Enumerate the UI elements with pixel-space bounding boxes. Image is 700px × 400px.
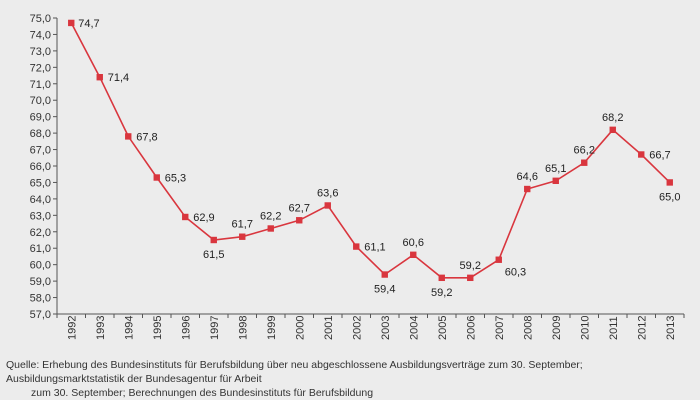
y-tick-label: 62,0: [30, 227, 51, 239]
data-label: 74,7: [78, 18, 99, 30]
data-label: 64,6: [517, 171, 538, 183]
source-note: Quelle: Erhebung des Bundesinstituts für…: [6, 358, 696, 400]
y-tick-label: 66,0: [30, 161, 51, 173]
data-label: 60,3: [505, 267, 526, 279]
data-points: [68, 19, 673, 282]
data-label: 63,6: [317, 187, 338, 199]
x-tick-label: 2000: [294, 316, 306, 340]
x-tick-label: 1995: [152, 316, 164, 340]
x-tick-label: 2008: [522, 316, 534, 340]
data-point: [125, 133, 132, 140]
x-tick-label: 2011: [608, 316, 620, 340]
x-tick-label: 2009: [551, 316, 563, 340]
x-tick-label: 2003: [380, 316, 392, 340]
data-labels: 74,7 71,4 67,8 65,3 62,9 61,5 61,7 62,2 62,7 63,6…: [78, 18, 680, 299]
data-point: [210, 236, 217, 244]
data-label: 68,2: [602, 112, 623, 124]
data-point: [666, 179, 673, 186]
x-tick-label: 1999: [266, 316, 278, 340]
x-tick-label: 1994: [123, 316, 135, 340]
x-tick-label: 2012: [636, 316, 648, 340]
y-tick-label: 72,0: [30, 62, 51, 74]
data-point: [524, 185, 531, 193]
data-label: 59,2: [460, 260, 481, 272]
x-tick-label: 2002: [351, 316, 363, 340]
series-line: [70, 22, 671, 279]
x-tick-label: 2010: [579, 316, 591, 340]
data-point: [495, 256, 502, 263]
x-tick-label: 1997: [209, 316, 221, 340]
data-point: [182, 213, 189, 221]
y-tick-label: 69,0: [30, 112, 51, 124]
data-point: [381, 271, 388, 278]
y-axis-ticks: 57,0 58,0 59,0 60,0 61,0 62,0 63,0 64,0 65,0 66,0…: [30, 13, 57, 321]
data-point: [239, 233, 246, 240]
data-point: [296, 217, 303, 224]
y-tick-label: 65,0: [30, 177, 51, 189]
data-label: 61,7: [232, 219, 253, 231]
data-point: [438, 274, 445, 282]
y-tick-label: 74,0: [30, 29, 51, 41]
data-label: 62,7: [289, 202, 310, 214]
y-tick-label: 59,0: [30, 276, 51, 288]
data-point: [324, 202, 331, 209]
x-tick-label: 1992: [66, 316, 78, 340]
data-label: 62,2: [260, 210, 281, 222]
data-label: 61,1: [364, 242, 385, 254]
x-tick-label: 2007: [494, 316, 506, 340]
data-point: [353, 243, 360, 250]
y-tick-label: 71,0: [30, 79, 51, 91]
x-tick-label: 2005: [437, 316, 449, 340]
y-tick-label: 68,0: [30, 128, 51, 140]
y-tick-label: 61,0: [30, 243, 51, 255]
data-point: [581, 159, 588, 166]
x-tick-label: 2013: [665, 316, 677, 340]
data-label: 65,0: [659, 191, 680, 203]
data-label: 59,2: [431, 287, 452, 299]
data-point: [552, 177, 559, 184]
y-tick-label: 60,0: [30, 260, 51, 272]
x-axis-ticks: 1992 1993 1994 1995 1996 1997 1998 1999 2000 2001…: [56, 314, 685, 340]
data-label: 60,6: [403, 237, 424, 249]
x-tick-label: 1996: [180, 316, 192, 340]
data-point: [96, 74, 103, 81]
data-label: 66,7: [649, 149, 670, 161]
data-point: [68, 19, 75, 27]
data-point: [467, 274, 474, 282]
y-tick-label: 75,0: [30, 13, 51, 25]
y-tick-label: 67,0: [30, 145, 51, 157]
source-line-2: zum 30. September; Berechnungen des Bund…: [31, 387, 374, 399]
data-label: 61,5: [203, 249, 224, 261]
data-point: [638, 151, 645, 158]
data-label: 65,1: [545, 163, 566, 175]
source-line-1: Quelle: Erhebung des Bundesinstituts für…: [6, 359, 583, 385]
x-tick-label: 1998: [237, 316, 249, 340]
data-label: 67,8: [136, 131, 157, 143]
x-tick-label: 1993: [95, 316, 107, 340]
x-tick-label: 2001: [323, 316, 335, 340]
y-tick-label: 63,0: [30, 210, 51, 222]
data-label: 59,4: [374, 284, 395, 296]
data-point: [153, 174, 160, 181]
data-label: 71,4: [108, 72, 129, 84]
data-point: [267, 225, 274, 232]
data-label: 66,2: [574, 145, 595, 157]
data-label: 65,3: [165, 173, 186, 185]
y-tick-label: 58,0: [30, 293, 51, 305]
data-label: 62,9: [193, 212, 214, 224]
line-chart: 57,0 58,0 59,0 60,0 61,0 62,0 63,0 64,0 65,0 66,0…: [30, 13, 685, 340]
x-tick-label: 2004: [408, 316, 420, 340]
y-tick-label: 57,0: [30, 309, 51, 321]
y-tick-label: 70,0: [30, 95, 51, 107]
x-tick-label: 2006: [465, 316, 477, 340]
data-point: [410, 251, 417, 258]
y-tick-label: 64,0: [30, 194, 51, 206]
y-tick-label: 73,0: [30, 46, 51, 58]
data-point: [609, 126, 616, 134]
